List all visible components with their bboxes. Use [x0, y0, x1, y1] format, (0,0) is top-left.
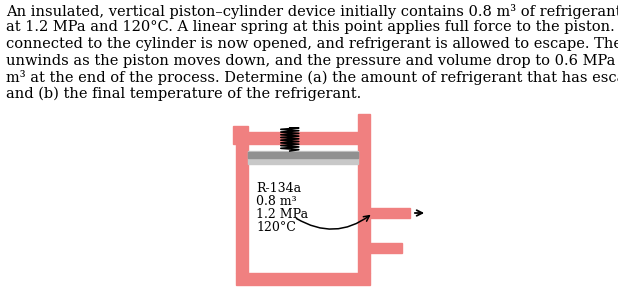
Text: 0.8 m³: 0.8 m³: [256, 195, 297, 208]
Text: m³ at the end of the process. Determine (a) the amount of refrigerant that has e: m³ at the end of the process. Determine …: [6, 70, 618, 85]
Bar: [370, 208, 410, 218]
Bar: [236, 273, 370, 285]
Bar: [233, 126, 248, 144]
Text: at 1.2 MPa and 120°C. A linear spring at this point applies full force to the pi: at 1.2 MPa and 120°C. A linear spring at…: [6, 21, 618, 34]
Bar: [358, 114, 370, 273]
Text: 1.2 MPa: 1.2 MPa: [256, 208, 308, 221]
Bar: [248, 152, 358, 158]
Text: and (b) the final temperature of the refrigerant.: and (b) the final temperature of the ref…: [6, 86, 362, 101]
Bar: [236, 144, 248, 273]
Bar: [248, 151, 358, 164]
Text: 120°C: 120°C: [256, 221, 296, 234]
Text: An insulated, vertical piston–cylinder device initially contains 0.8 m³ of refri: An insulated, vertical piston–cylinder d…: [6, 4, 618, 19]
Text: unwinds as the piston moves down, and the pressure and volume drop to 0.6 MPa an: unwinds as the piston moves down, and th…: [6, 54, 618, 68]
Text: R-134a: R-134a: [256, 182, 301, 195]
Bar: [370, 243, 402, 253]
Text: connected to the cylinder is now opened, and refrigerant is allowed to escape. T: connected to the cylinder is now opened,…: [6, 37, 618, 51]
Bar: [236, 132, 358, 144]
